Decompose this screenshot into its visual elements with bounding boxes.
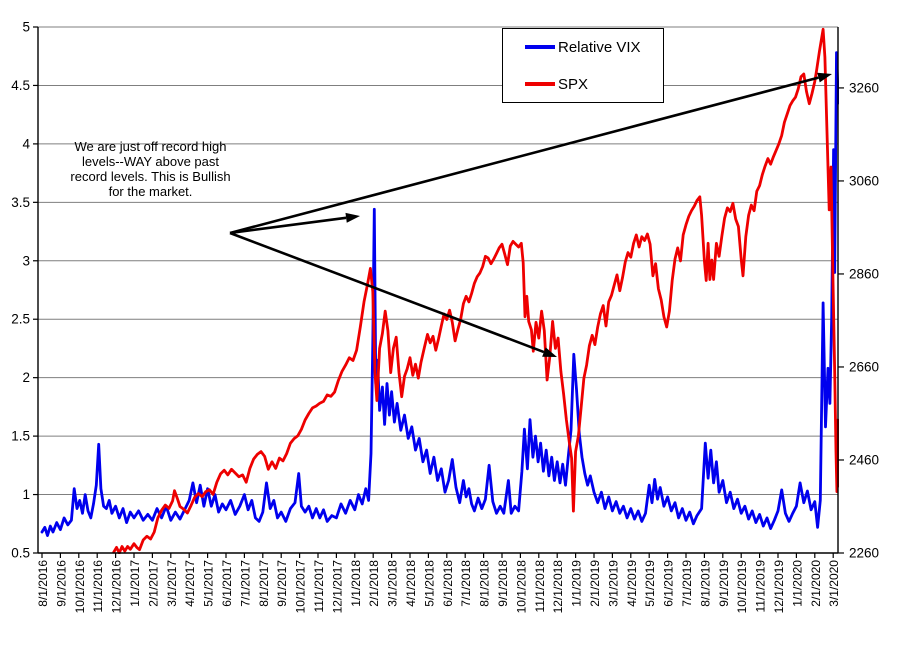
arrow-line [229, 76, 819, 235]
annotation-line: levels--WAY above past [81, 154, 220, 169]
arrow-line [229, 231, 545, 354]
annotation-line: We are just off record high [74, 139, 227, 154]
spx-line-swatch [525, 82, 555, 86]
right-tick-label: 2460 [849, 452, 879, 467]
x-tick-label: 3/1/2020 [827, 560, 841, 607]
annotation-line: record levels. This is Bullish [70, 169, 231, 184]
x-tick-label: 1/1/2017 [128, 560, 142, 607]
x-tick-label: 5/1/2017 [202, 560, 216, 607]
left-tick-label: 1.5 [11, 429, 30, 444]
left-axis-labels: 0.5 1 1.5 2 2.5 3 3.5 4 4.5 5 [11, 20, 30, 561]
x-tick-label: 11/1/2017 [312, 560, 326, 613]
left-tick-label: 2.5 [11, 312, 30, 327]
x-tick-label: 6/1/2019 [662, 560, 676, 607]
x-tick-label: 11/1/2019 [754, 560, 768, 613]
x-tick-label: 8/1/2018 [478, 560, 492, 607]
x-tick-label: 9/1/2016 [54, 560, 68, 607]
x-tick-label: 6/1/2017 [220, 560, 234, 607]
x-tick-label: 6/1/2018 [441, 560, 455, 607]
left-tick-label: 0.5 [11, 546, 30, 561]
x-tick-label: 7/1/2019 [680, 560, 694, 607]
legend-label-spx: SPX [558, 75, 589, 93]
x-tick-label: 10/1/2016 [73, 560, 87, 614]
x-tick-label: 1/1/2019 [570, 560, 584, 607]
x-tick-label: 12/1/2016 [110, 560, 124, 614]
x-tick-label: 4/1/2017 [183, 560, 197, 607]
x-tick-label: 7/1/2017 [238, 560, 252, 607]
x-tick-label: 5/1/2018 [422, 560, 436, 607]
left-tick-label: 3 [22, 253, 30, 268]
arrow-head-icon [345, 212, 360, 223]
annotation-arrows [229, 72, 832, 357]
right-tick-label: 3060 [849, 173, 879, 188]
relative-vix-line-swatch [525, 45, 555, 49]
left-tick-label: 3.5 [11, 195, 30, 210]
x-tick-label: 12/1/2018 [551, 560, 565, 614]
x-tick-label: 3/1/2018 [386, 560, 400, 607]
series-lines [40, 27, 839, 554]
annotation-line: for the market. [108, 184, 193, 199]
legend-item-spx: SPX [525, 76, 663, 93]
legend-label-relative-vix: Relative VIX [558, 38, 641, 56]
x-tick-label: 11/1/2016 [91, 560, 105, 613]
arrow-head-icon [542, 347, 557, 357]
x-tick-label: 8/1/2016 [36, 560, 50, 607]
x-tick-label: 3/1/2017 [165, 560, 179, 607]
right-tick-label: 3260 [849, 80, 879, 95]
left-tick-label: 1 [22, 487, 30, 502]
right-tick-label: 2260 [849, 546, 879, 561]
annotation-text: We are just off record high levels--WAY … [38, 139, 263, 199]
right-tick-label: 2660 [849, 359, 879, 374]
legend: Relative VIX SPX [502, 28, 664, 103]
x-tick-label: 2/1/2020 [809, 560, 823, 607]
x-tick-label: 8/1/2017 [257, 560, 271, 607]
x-tick-label: 3/1/2019 [606, 560, 620, 607]
x-tick-label: 4/1/2018 [404, 560, 418, 607]
x-tick-label: 12/1/2019 [772, 560, 786, 614]
x-axis-labels: 8/1/2016 9/1/2016 10/1/2016 11/1/2016 12/1/2… [36, 560, 841, 614]
x-tick-label: 10/1/2017 [294, 560, 308, 614]
x-tick-label: 2/1/2017 [146, 560, 160, 607]
x-tick-label: 11/1/2018 [533, 560, 547, 613]
left-tick-label: 2 [22, 370, 30, 385]
right-axis-labels: 2260 2460 2660 2860 3060 3260 [849, 80, 879, 560]
x-tick-label: 10/1/2019 [735, 560, 749, 614]
x-tick-label: 7/1/2018 [459, 560, 473, 607]
x-tick-label: 4/1/2019 [625, 560, 639, 607]
x-tick-label: 2/1/2018 [367, 560, 381, 607]
x-tick-label: 12/1/2017 [330, 560, 344, 614]
x-tick-label: 9/1/2018 [496, 560, 510, 607]
legend-item-relative-vix: Relative VIX [525, 39, 663, 56]
x-tick-label: 9/1/2019 [717, 560, 731, 607]
left-tick-label: 4.5 [11, 78, 30, 93]
gridlines [38, 26, 838, 496]
right-tick-label: 2860 [849, 266, 879, 281]
left-tick-label: 4 [22, 136, 30, 151]
left-tick-label: 5 [22, 20, 30, 35]
x-tick-label: 1/1/2020 [790, 560, 804, 607]
arrow-head-icon [817, 72, 832, 83]
x-tick-label: 9/1/2017 [275, 560, 289, 607]
arrow-line [229, 216, 347, 235]
x-tick-label: 8/1/2019 [698, 560, 712, 607]
x-tick-label: 2/1/2019 [588, 560, 602, 607]
relative-vix-series-line [40, 51, 839, 537]
x-tick-label: 5/1/2019 [643, 560, 657, 607]
x-tick-label: 10/1/2018 [514, 560, 528, 614]
spx-series-line [112, 27, 839, 554]
axis-ticks [33, 26, 844, 558]
x-tick-label: 1/1/2018 [349, 560, 363, 607]
